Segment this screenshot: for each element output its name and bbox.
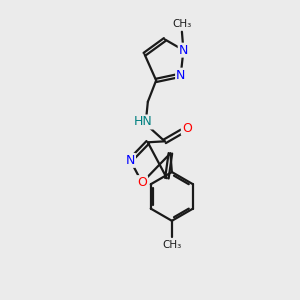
Text: O: O: [182, 122, 192, 135]
Text: N: N: [179, 44, 188, 57]
Text: N: N: [176, 69, 185, 82]
Text: CH₃: CH₃: [172, 19, 191, 29]
Text: N: N: [126, 154, 135, 167]
Text: CH₃: CH₃: [162, 240, 182, 250]
Text: HN: HN: [134, 116, 153, 128]
Text: O: O: [137, 176, 147, 189]
